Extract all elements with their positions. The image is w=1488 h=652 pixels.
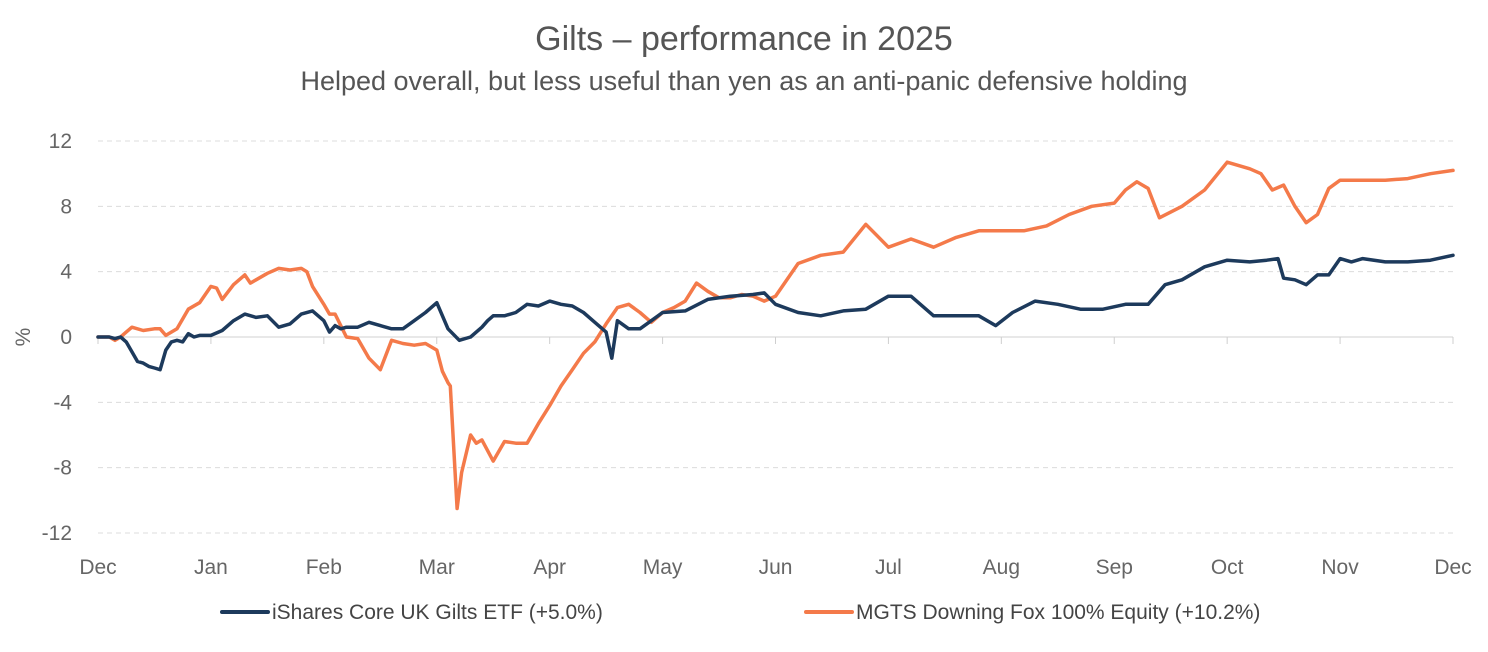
y-axis-label: % bbox=[12, 328, 35, 347]
x-tick-label: Dec bbox=[79, 556, 116, 579]
x-tick-label: Aug bbox=[983, 556, 1020, 579]
y-tick-label: 8 bbox=[60, 195, 72, 218]
x-tick-label: Jul bbox=[875, 556, 902, 579]
x-tick-label: Dec bbox=[1434, 556, 1471, 579]
y-ticks: 12 8 4 0 -4 -8 -12 bbox=[42, 130, 73, 545]
chart-subtitle: Helped overall, but less useful than yen… bbox=[300, 66, 1187, 96]
y-tick-label: -8 bbox=[53, 457, 72, 480]
legend: iShares Core UK Gilts ETF (+5.0%) MGTS Do… bbox=[220, 601, 1260, 624]
y-tick-label: 0 bbox=[60, 326, 72, 349]
y-tick-label: 4 bbox=[60, 261, 72, 284]
x-tick-label: Jun bbox=[759, 556, 793, 579]
legend-label: MGTS Downing Fox 100% Equity (+10.2%) bbox=[856, 601, 1260, 624]
y-tick-label: -4 bbox=[53, 391, 72, 414]
y-tick-label: -12 bbox=[42, 522, 72, 545]
y-tick-label: 12 bbox=[49, 130, 72, 153]
series-line-gilts bbox=[96, 253, 1455, 372]
x-tick-label: Jan bbox=[194, 556, 228, 579]
x-tick-label: May bbox=[643, 556, 683, 579]
chart-title: Gilts – performance in 2025 bbox=[535, 20, 953, 58]
legend-label: iShares Core UK Gilts ETF (+5.0%) bbox=[272, 601, 603, 624]
x-tick-label: Nov bbox=[1321, 556, 1359, 579]
x-tick-label: Sep bbox=[1096, 556, 1133, 579]
x-tick-label: Oct bbox=[1211, 556, 1244, 579]
x-tick-label: Feb bbox=[306, 556, 342, 579]
x-tick-label: Apr bbox=[533, 556, 566, 579]
x-ticks: Dec Jan Feb Mar Apr May Jun Jul Aug Sep Oct Nov Dec bbox=[79, 337, 1472, 579]
series-line-equity bbox=[96, 160, 1455, 511]
x-tick-label: Mar bbox=[419, 556, 455, 579]
series-lines bbox=[96, 160, 1455, 511]
